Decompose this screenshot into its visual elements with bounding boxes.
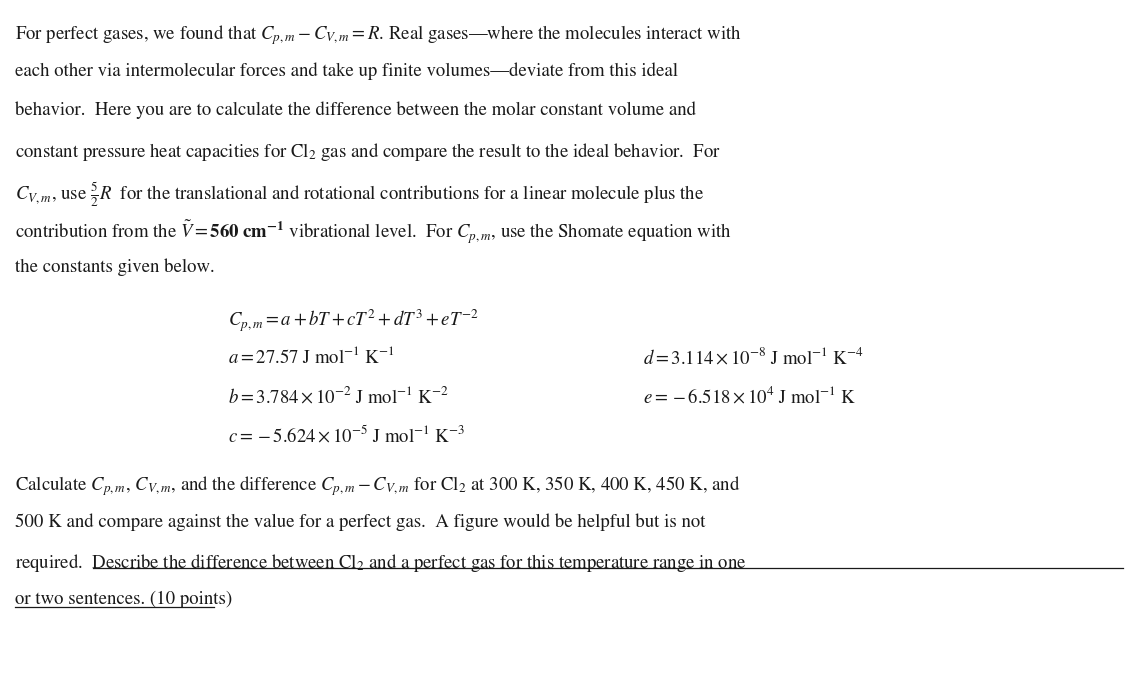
- Text: $a=27.57$ J mol$^{-1}$ K$^{-1}$: $a=27.57$ J mol$^{-1}$ K$^{-1}$: [228, 346, 395, 367]
- Text: or two sentences. (10 points): or two sentences. (10 points): [15, 591, 232, 609]
- Text: 500 K and compare against the value for a perfect gas.  A figure would be helpfu: 500 K and compare against the value for …: [15, 513, 706, 530]
- Text: $d=3.114\times10^{-8}$ J mol$^{-1}$ K$^{-4}$: $d=3.114\times10^{-8}$ J mol$^{-1}$ K$^{…: [643, 346, 864, 367]
- Text: $C_{p,m}=a+bT+cT^{2}+dT^{3}+eT^{-2}$: $C_{p,m}=a+bT+cT^{2}+dT^{3}+eT^{-2}$: [228, 307, 479, 334]
- Text: required.  Describe the difference between Cl$_2$ and a perfect gas for this tem: required. Describe the difference betwee…: [15, 552, 747, 574]
- Text: $C_{V,m}$, use $\frac{5}{2}R$  for the translational and rotational contribution: $C_{V,m}$, use $\frac{5}{2}R$ for the tr…: [15, 180, 704, 209]
- Text: contribution from the $\tilde{V}=\mathbf{560}$ $\mathbf{cm^{-1}}$ vibrational le: contribution from the $\tilde{V}=\mathbf…: [15, 219, 732, 247]
- Text: each other via intermolecular forces and take up finite volumes—deviate from thi: each other via intermolecular forces and…: [15, 63, 678, 80]
- Text: Calculate $C_{p,m}$, $C_{V,m}$, and the difference $C_{p,m}-C_{V,m}$ for Cl$_2$ : Calculate $C_{p,m}$, $C_{V,m}$, and the …: [15, 474, 741, 497]
- Text: the constants given below.: the constants given below.: [15, 258, 214, 276]
- Text: constant pressure heat capacities for Cl$_2$ gas and compare the result to the i: constant pressure heat capacities for Cl…: [15, 141, 720, 163]
- Text: For perfect gases, we found that $C_{p,m}-C_{V,m}=R$. Real gases—where the molec: For perfect gases, we found that $C_{p,m…: [15, 24, 741, 47]
- Text: $b=3.784\times10^{-2}$ J mol$^{-1}$ K$^{-2}$: $b=3.784\times10^{-2}$ J mol$^{-1}$ K$^{…: [228, 386, 448, 406]
- Text: $c=-5.624\times10^{-5}$ J mol$^{-1}$ K$^{-3}$: $c=-5.624\times10^{-5}$ J mol$^{-1}$ K$^…: [228, 425, 465, 446]
- Text: $e=-6.518\times10^{4}$ J mol$^{-1}$ K: $e=-6.518\times10^{4}$ J mol$^{-1}$ K: [643, 386, 857, 406]
- Text: behavior.  Here you are to calculate the difference between the molar constant v: behavior. Here you are to calculate the …: [15, 102, 695, 119]
